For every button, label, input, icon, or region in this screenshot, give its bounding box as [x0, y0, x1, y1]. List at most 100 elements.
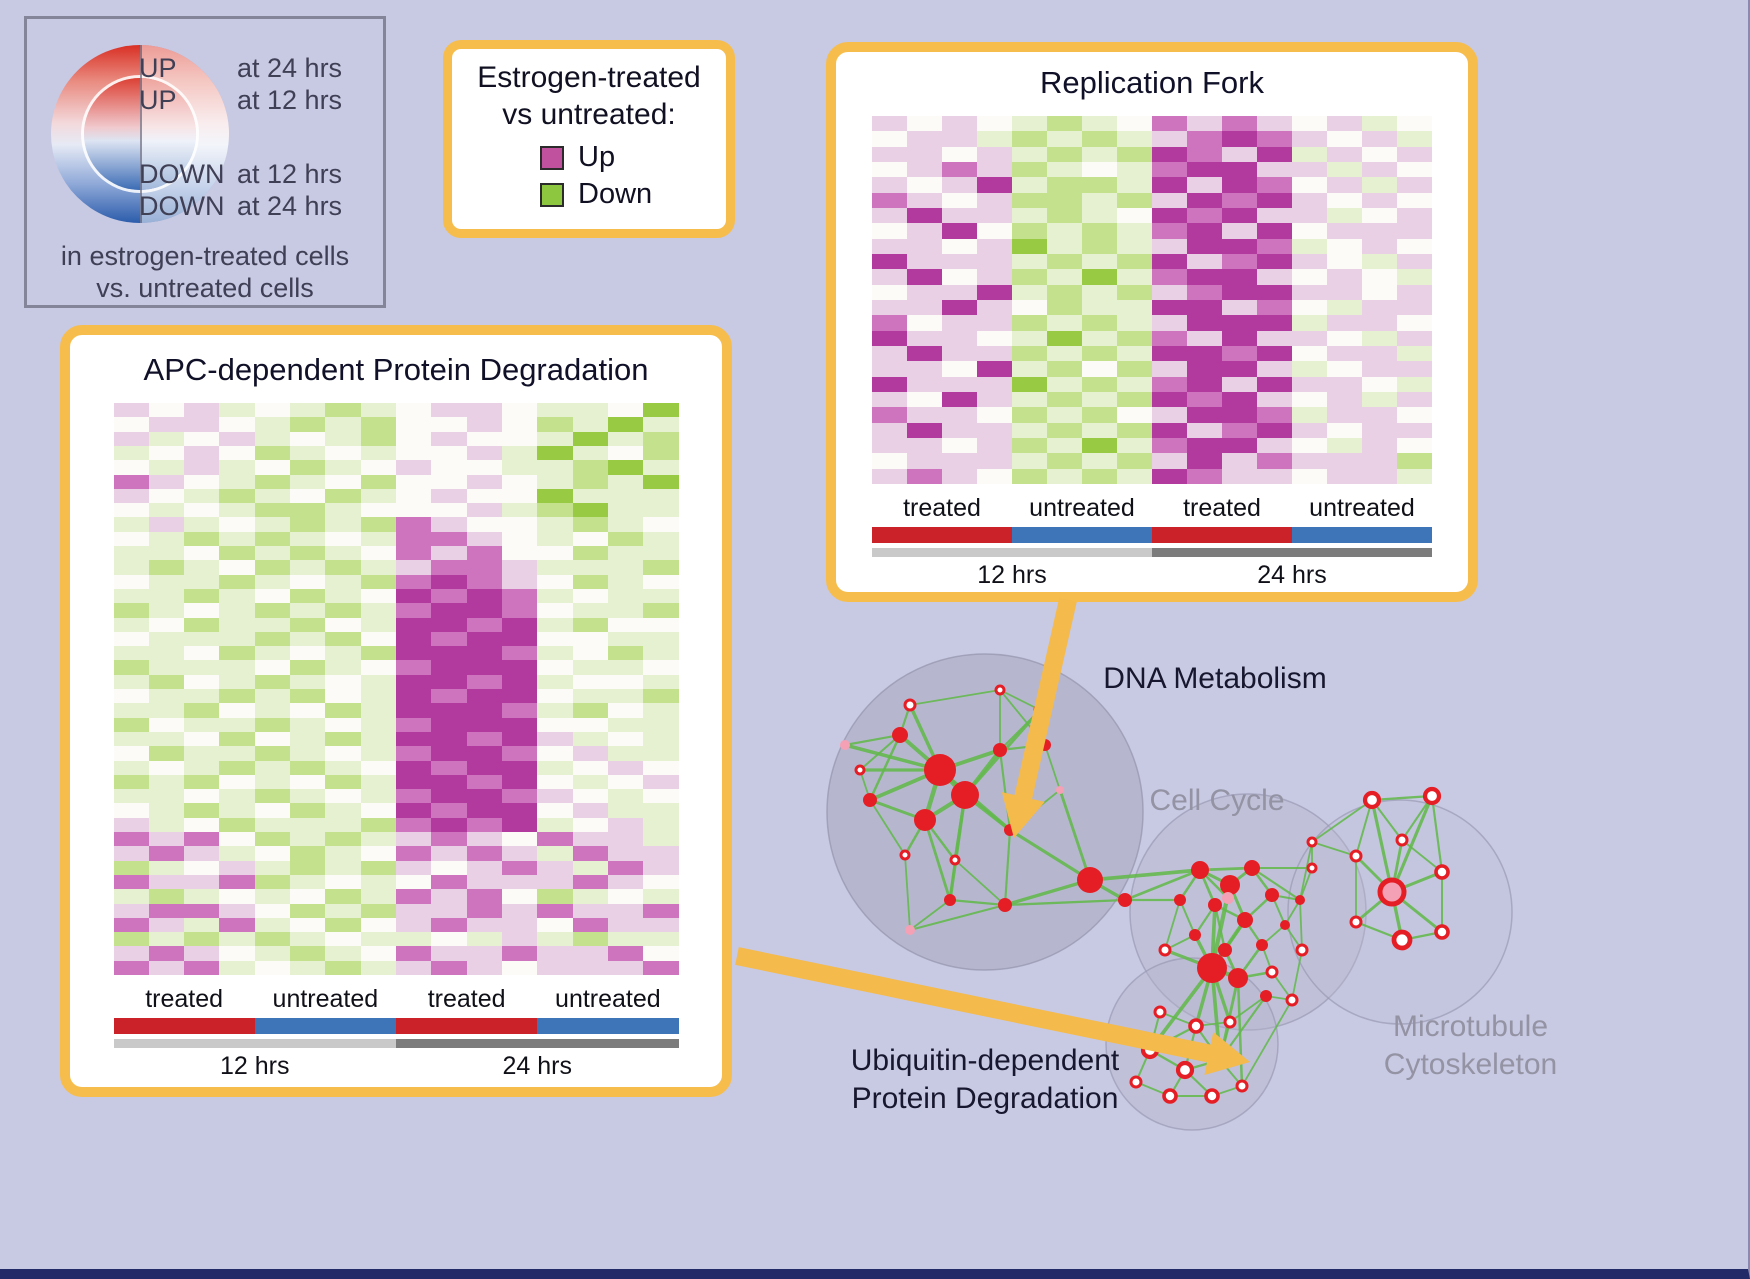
heatmap-cell: [501, 789, 538, 804]
heatmap-cell: [977, 330, 1012, 346]
ring-caption-line2: vs. untreated cells: [96, 273, 314, 303]
heatmap-cell: [1362, 407, 1397, 423]
heatmap-cell: [643, 903, 679, 918]
heatmap-cell: [1292, 361, 1327, 377]
heatmap-cell: [431, 560, 467, 575]
heatmap-cell: [537, 603, 573, 618]
ring-time: at 12 hrs: [237, 159, 343, 189]
heatmap-cell: [1362, 453, 1397, 469]
heatmap-cell: [1187, 422, 1222, 438]
heatmap-cell: [607, 889, 644, 904]
heatmap-cell: [184, 460, 220, 475]
heatmap-cell: [1012, 299, 1047, 316]
heatmap-cell: [254, 531, 291, 546]
heatmap-cell: [643, 846, 679, 861]
heatmap-cell: [148, 674, 185, 689]
heatmap-cell: [501, 431, 538, 446]
network-node: [892, 727, 908, 743]
panel-title: Replication Fork: [1040, 65, 1264, 100]
heatmap-cell: [537, 546, 573, 561]
heatmap-cell: [501, 660, 538, 675]
heatmap-cell: [219, 417, 255, 432]
heatmap-cell: [113, 646, 149, 661]
heatmap-cell: [431, 674, 467, 689]
heatmap-cell: [184, 832, 220, 847]
heatmap-cell: [1292, 376, 1327, 392]
heatmap-cell: [1397, 177, 1432, 193]
heatmap-cell: [872, 299, 907, 316]
heatmap-cell: [1362, 253, 1397, 270]
heatmap-cell: [219, 674, 255, 689]
network-edge: [1311, 799, 1373, 843]
heatmap-cell: [537, 517, 573, 532]
color-key-title: Estrogen-treated vs untreated:: [452, 59, 726, 133]
heatmap-cell: [1152, 223, 1187, 239]
heatmap-cell: [431, 531, 467, 546]
heatmap-cell: [254, 903, 291, 918]
heatmap-cell: [643, 546, 679, 561]
heatmap-cell: [148, 417, 185, 432]
heatmap-cell: [1187, 253, 1222, 270]
heatmap-cell: [872, 207, 907, 224]
heatmap-cell: [219, 817, 255, 832]
network-node: [1265, 965, 1279, 979]
heatmap-cell: [1257, 345, 1292, 362]
heatmap-cell: [396, 646, 432, 661]
network-node: [1208, 898, 1222, 912]
ring-divider-line: [140, 45, 142, 223]
heatmap-cell: [148, 746, 185, 761]
heatmap-cell: [325, 917, 361, 933]
heatmap-cell: [254, 832, 291, 847]
heatmap-cell: [396, 474, 432, 489]
heatmap-cell: [942, 407, 977, 423]
heatmap-cell: [607, 474, 644, 489]
heatmap-cell: [501, 546, 538, 561]
heatmap-cell: [1292, 269, 1327, 285]
heatmap-cell: [396, 660, 432, 675]
heatmap-cell: [501, 560, 538, 575]
heatmap-cell: [1117, 361, 1152, 377]
heatmap-cell: [1117, 453, 1152, 469]
network-node: [1153, 1005, 1167, 1019]
heatmap-cell: [1047, 361, 1082, 377]
network-node: [1204, 1088, 1220, 1104]
heatmap-cell: [148, 917, 185, 933]
heatmap-cell: [1117, 468, 1152, 484]
heatmap-cell: [1047, 161, 1082, 178]
heatmap-cell: [643, 889, 679, 904]
heatmap-cell: [1327, 468, 1362, 484]
network-node: [951, 781, 979, 809]
heatmap-cell: [942, 284, 977, 300]
heatmap-cell: [254, 846, 291, 861]
heatmap-cell: [501, 603, 538, 618]
heatmap-cell: [219, 445, 255, 461]
heatmap-cell: [466, 703, 502, 718]
heatmap-cell: [607, 703, 644, 718]
microtubule-cytoskeleton-label: Microtubule Cytoskeleton: [1368, 1008, 1573, 1084]
heatmap-cell: [360, 646, 396, 661]
heatmap-cell: [1012, 131, 1047, 147]
heatmap-cell: [360, 689, 396, 704]
heatmap-cell: [113, 832, 149, 847]
heatmap-cell: [537, 560, 573, 575]
heatmap-cell: [219, 431, 255, 446]
heatmap-cell: [290, 746, 326, 761]
heatmap-cell: [1152, 131, 1187, 147]
heatmap-cell: [1082, 253, 1117, 270]
heatmap-cell: [537, 717, 573, 732]
heatmap-cell: [113, 488, 149, 504]
heatmap-cell: [572, 846, 608, 861]
heatmap-cell: [184, 431, 220, 446]
network-node: [914, 809, 936, 831]
heatmap-cell: [1292, 468, 1327, 484]
network-node: [1222, 892, 1234, 904]
ring-word: DOWN: [139, 159, 225, 189]
network-edge: [954, 859, 1006, 906]
heatmap-cell: [1012, 376, 1047, 392]
heatmap-cell: [537, 832, 573, 847]
heatmap-cell: [219, 617, 255, 632]
heatmap-cell: [501, 488, 538, 504]
network-node: [1434, 864, 1450, 880]
heatmap-cell: [254, 789, 291, 804]
heatmap-cell: [466, 646, 502, 661]
